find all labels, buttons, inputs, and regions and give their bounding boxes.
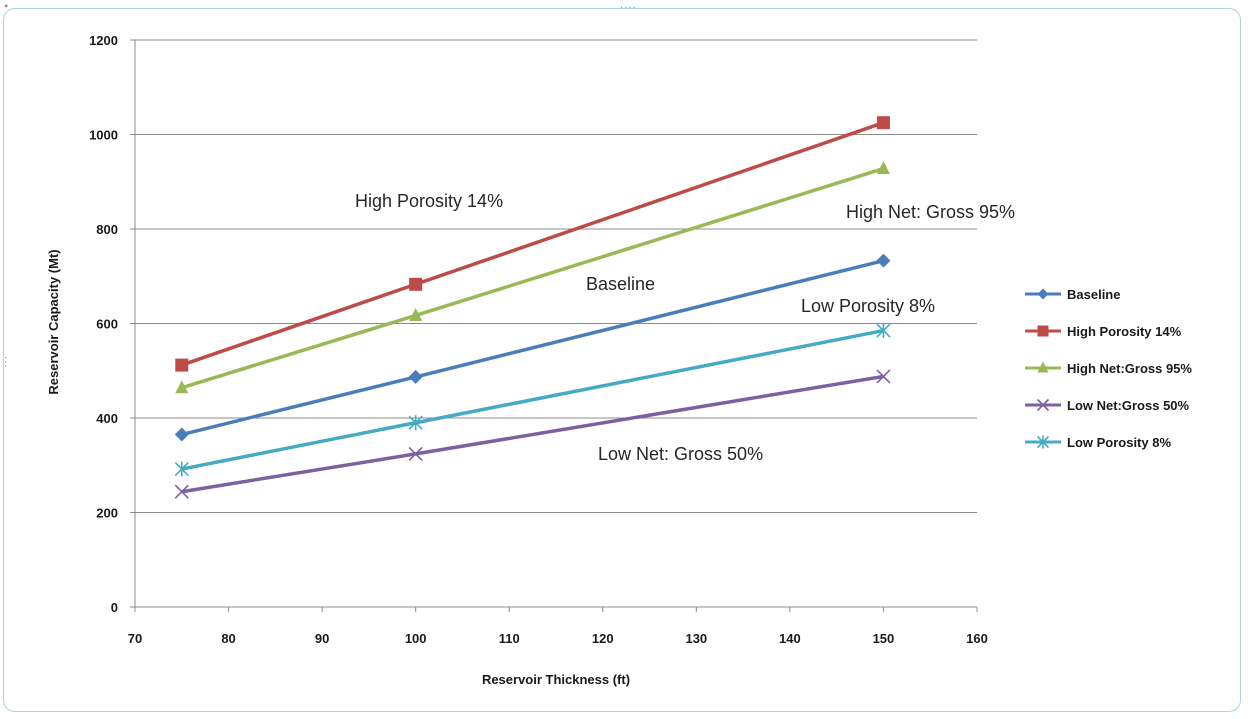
legend-item[interactable]: High Porosity 14% [1025,324,1182,339]
y-tick-label: 0 [111,600,118,615]
y-tick-label: 1200 [89,33,118,48]
data-point [876,161,890,175]
diamond-marker [1037,288,1049,300]
legend-item[interactable]: High Net:Gross 95% [1025,361,1192,376]
square-marker [1037,325,1049,337]
data-point [174,427,189,442]
data-point [409,277,423,291]
resize-handle-top[interactable]: ···· [620,3,637,14]
series-low-porosity-8- [174,323,891,477]
annotation-label: Low Net: Gross 50% [598,444,763,464]
triangle-marker [1037,361,1049,373]
chart-area[interactable] [3,8,1241,712]
x-tick-label: 80 [221,631,235,646]
x-axis-title: Reservoir Thickness (ft) [482,672,630,687]
legend-label: Low Net:Gross 50% [1067,398,1190,413]
axes: 0 200 400 600 800 1000 1200 70 80 90 100 110 120 130 1… [89,33,988,646]
x-tick-label: 160 [966,631,988,646]
legend-label: High Porosity 14% [1067,324,1182,339]
x-tick-label: 70 [128,631,142,646]
x-tick-label: 150 [873,631,895,646]
data-point [175,358,189,372]
legend-label: Low Porosity 8% [1067,435,1171,450]
series-line [181,166,884,390]
series-line [181,328,884,471]
series-lines [174,116,891,499]
legend-item[interactable]: Low Net:Gross 50% [1025,398,1190,413]
annotation-label: Baseline [586,274,655,294]
data-point [409,307,423,321]
annotation-label: High Net: Gross 95% [846,202,1015,222]
y-axis-title: Reservoir Capacity (Mt) [46,249,61,394]
x-marker [1036,398,1050,412]
data-point [408,369,423,384]
data-point [876,323,891,339]
annotation-label: High Porosity 14% [355,191,503,211]
y-tick-label: 400 [96,411,118,426]
data-point [174,484,189,499]
legend-label: Baseline [1067,287,1120,302]
series-line [181,258,884,437]
series-high-net-gross-95- [175,161,890,394]
x-tick-label: 140 [779,631,801,646]
x-tick-label: 120 [592,631,614,646]
x-tick-label: 90 [315,631,329,646]
gridlines [135,39,977,513]
series-high-porosity-14- [175,116,890,372]
series-line [181,374,884,494]
legend: Baseline High Porosity 14% High Net:Gross … [1025,287,1192,450]
legend-label: High Net:Gross 95% [1067,361,1192,376]
y-tick-label: 800 [96,222,118,237]
annotations: High Porosity 14% High Net: Gross 95% Base… [355,191,1015,464]
asterisk-marker [1036,435,1050,449]
x-tick-label: 110 [499,631,520,646]
annotation-label: Low Porosity 8% [801,296,935,316]
series-low-net-gross-50- [174,369,891,499]
data-point [876,369,891,384]
x-tick-label: 130 [685,631,707,646]
series-line [181,121,885,367]
x-tick-label: 100 [405,631,427,646]
legend-item[interactable]: Low Porosity 8% [1025,435,1171,450]
data-point [175,380,189,394]
legend-item[interactable]: Baseline [1025,287,1120,302]
data-point [174,461,189,477]
data-point [876,116,890,130]
y-tick-label: 200 [96,506,118,521]
resize-handle-left[interactable]: ··· [0,356,10,369]
resize-handle-top-left[interactable]: ∙ [3,1,11,12]
series-baseline [174,253,891,442]
y-tick-label: 1000 [89,128,118,143]
data-point [408,446,423,461]
y-tick-label: 600 [96,317,118,332]
data-point [408,415,423,431]
data-point [876,253,891,268]
